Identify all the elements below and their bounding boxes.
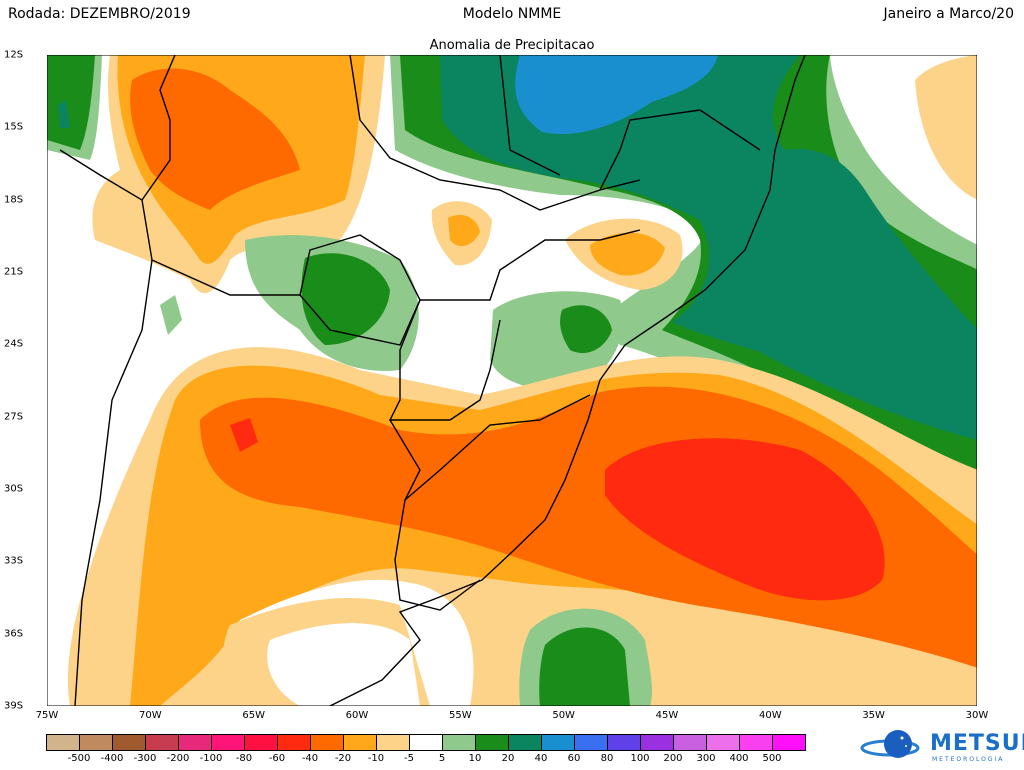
colorbar-swatch	[740, 735, 773, 750]
colorbar-swatch	[575, 735, 608, 750]
lon-label: 65W	[242, 710, 265, 721]
colorbar-swatch	[443, 735, 476, 750]
lat-label: 39S	[4, 700, 24, 712]
lon-label: 60W	[345, 710, 369, 721]
lat-label: 36S	[4, 628, 24, 640]
lat-label: 12S	[4, 49, 24, 61]
lat-label: 30S	[4, 483, 24, 495]
colorbar-label: 60	[567, 753, 581, 764]
colorbar-label: 100	[630, 753, 650, 764]
colorbar-swatch	[113, 735, 146, 750]
map-subtitle: Anomalia de Precipitacao	[429, 38, 595, 53]
colorbar	[46, 734, 806, 751]
run-label: Rodada: DEZEMBRO/2019	[8, 6, 191, 22]
colorbar-label: 200	[663, 753, 683, 764]
metsul-globe-logo	[860, 730, 920, 758]
colorbar-label: 5	[438, 753, 446, 764]
colorbar-swatch	[542, 735, 575, 750]
period-label: Janeiro a Marco/20	[883, 6, 1014, 22]
colorbar-swatch	[509, 735, 542, 750]
lon-label: 45W	[655, 710, 679, 721]
colorbar-swatch	[278, 735, 311, 750]
colorbar-label: -100	[199, 753, 223, 764]
colorbar-swatch	[410, 735, 443, 750]
lon-label: 70W	[139, 710, 162, 721]
colorbar-swatch	[245, 735, 278, 750]
colorbar-label: 300	[696, 753, 716, 764]
lat-label: 18S	[4, 194, 24, 206]
colorbar-swatch	[476, 735, 509, 750]
logo-subtitle: METEOROLOGIA	[932, 756, 1005, 763]
lon-label: 30W	[965, 710, 989, 721]
colorbar-label: -20	[334, 753, 352, 764]
colorbar-label: 500	[762, 753, 782, 764]
lat-label: 24S	[4, 338, 24, 350]
lon-label: 55W	[449, 710, 472, 721]
colorbar-label: -5	[404, 753, 414, 764]
colorbar-label: -40	[301, 753, 319, 764]
anomaly-60-blue	[515, 55, 718, 134]
lon-label: 40W	[758, 710, 782, 721]
colorbar-swatch	[47, 735, 80, 750]
logo-name: METSUL	[930, 731, 1024, 756]
colorbar-label: 400	[729, 753, 749, 764]
colorbar-label: 10	[468, 753, 482, 764]
lon-label: 75W	[35, 710, 59, 721]
colorbar-label: -500	[67, 753, 91, 764]
colorbar-swatch	[344, 735, 377, 750]
colorbar-swatch	[674, 735, 707, 750]
colorbar-swatch	[212, 735, 245, 750]
colorbar-label: 20	[501, 753, 515, 764]
colorbar-label: -60	[268, 753, 286, 764]
colorbar-swatch	[146, 735, 179, 750]
colorbar-swatch	[641, 735, 674, 750]
lon-label: 35W	[862, 710, 885, 721]
lat-label: 27S	[4, 411, 24, 423]
lat-label: 33S	[4, 555, 24, 567]
colorbar-label: -10	[367, 753, 385, 764]
colorbar-label: 40	[534, 753, 548, 764]
lat-label: 21S	[4, 266, 24, 278]
colorbar-swatch	[179, 735, 212, 750]
model-title: Modelo NMME	[462, 6, 562, 22]
colorbar-swatch	[377, 735, 410, 750]
anomaly-40-teal	[440, 55, 977, 440]
colorbar-swatch	[608, 735, 641, 750]
colorbar-swatch	[707, 735, 740, 750]
lat-label: 15S	[4, 121, 24, 133]
colorbar-swatch	[80, 735, 113, 750]
colorbar-label: -80	[235, 753, 253, 764]
colorbar-label: -300	[133, 753, 157, 764]
colorbar-label: -200	[166, 753, 190, 764]
colorbar-label: -400	[100, 753, 124, 764]
precipitation-anomaly-map	[47, 55, 977, 706]
colorbar-swatch	[773, 735, 805, 750]
colorbar-swatch	[311, 735, 344, 750]
lon-label: 50W	[552, 710, 575, 721]
colorbar-label: 80	[600, 753, 614, 764]
